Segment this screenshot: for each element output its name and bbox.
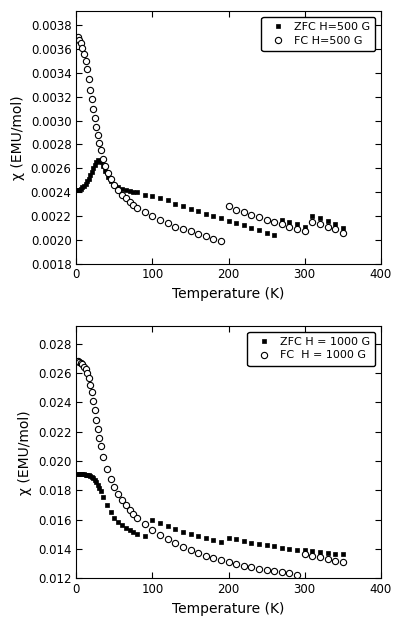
Line: FC  H = 1000 G: FC H = 1000 G: [75, 358, 346, 577]
ZFC H=500 G: [272, 231, 276, 239]
ZFC H=500 G: [75, 186, 80, 194]
ZFC H = 1000 G: [181, 528, 185, 535]
ZFC H = 1000 G: [249, 539, 254, 546]
ZFC H = 1000 G: [97, 484, 102, 492]
FC H=500 G: [218, 237, 223, 245]
ZFC H = 1000 G: [295, 545, 299, 553]
FC  H = 1000 G: [295, 571, 299, 578]
FC  H = 1000 G: [97, 435, 102, 442]
ZFC H = 1000 G: [173, 525, 178, 533]
FC H=500 G: [89, 95, 94, 103]
Line: ZFC H = 1000 G: ZFC H = 1000 G: [75, 472, 345, 557]
X-axis label: Temperature (K): Temperature (K): [172, 602, 285, 616]
FC H=500 G: [173, 223, 178, 231]
X-axis label: Temperature (K): Temperature (K): [172, 287, 285, 301]
FC  H = 1000 G: [181, 543, 185, 551]
Y-axis label: χ (EMU/mol): χ (EMU/mol): [11, 95, 25, 180]
ZFC H=500 G: [181, 203, 185, 210]
FC  H = 1000 G: [249, 564, 254, 571]
ZFC H = 1000 G: [340, 551, 345, 558]
ZFC H=500 G: [95, 156, 100, 164]
ZFC H=500 G: [89, 168, 94, 176]
ZFC H = 1000 G: [75, 470, 80, 478]
FC  H = 1000 G: [340, 558, 345, 566]
Y-axis label: χ (EMU/mol): χ (EMU/mol): [19, 410, 33, 495]
FC  H = 1000 G: [302, 551, 307, 558]
FC  H = 1000 G: [196, 549, 201, 557]
FC  H = 1000 G: [173, 539, 178, 547]
Line: FC H=500 G: FC H=500 G: [75, 34, 346, 244]
ZFC H=500 G: [116, 184, 120, 191]
FC H=500 G: [75, 34, 80, 41]
ZFC H=500 G: [165, 197, 170, 204]
ZFC H = 1000 G: [196, 532, 201, 540]
Legend: ZFC H = 1000 G, FC  H = 1000 G: ZFC H = 1000 G, FC H = 1000 G: [247, 332, 375, 366]
FC H=500 G: [340, 229, 345, 236]
FC H=500 G: [211, 235, 216, 243]
FC H=500 G: [181, 225, 185, 233]
FC H=500 G: [158, 216, 162, 223]
ZFC H=500 G: [188, 205, 193, 213]
ZFC H=500 G: [340, 224, 345, 231]
ZFC H=500 G: [218, 214, 223, 222]
Legend: ZFC H=500 G, FC H=500 G: ZFC H=500 G, FC H=500 G: [261, 17, 375, 51]
FC  H = 1000 G: [75, 357, 80, 365]
Line: ZFC H=500 G: ZFC H=500 G: [75, 157, 345, 238]
FC H=500 G: [112, 181, 117, 189]
